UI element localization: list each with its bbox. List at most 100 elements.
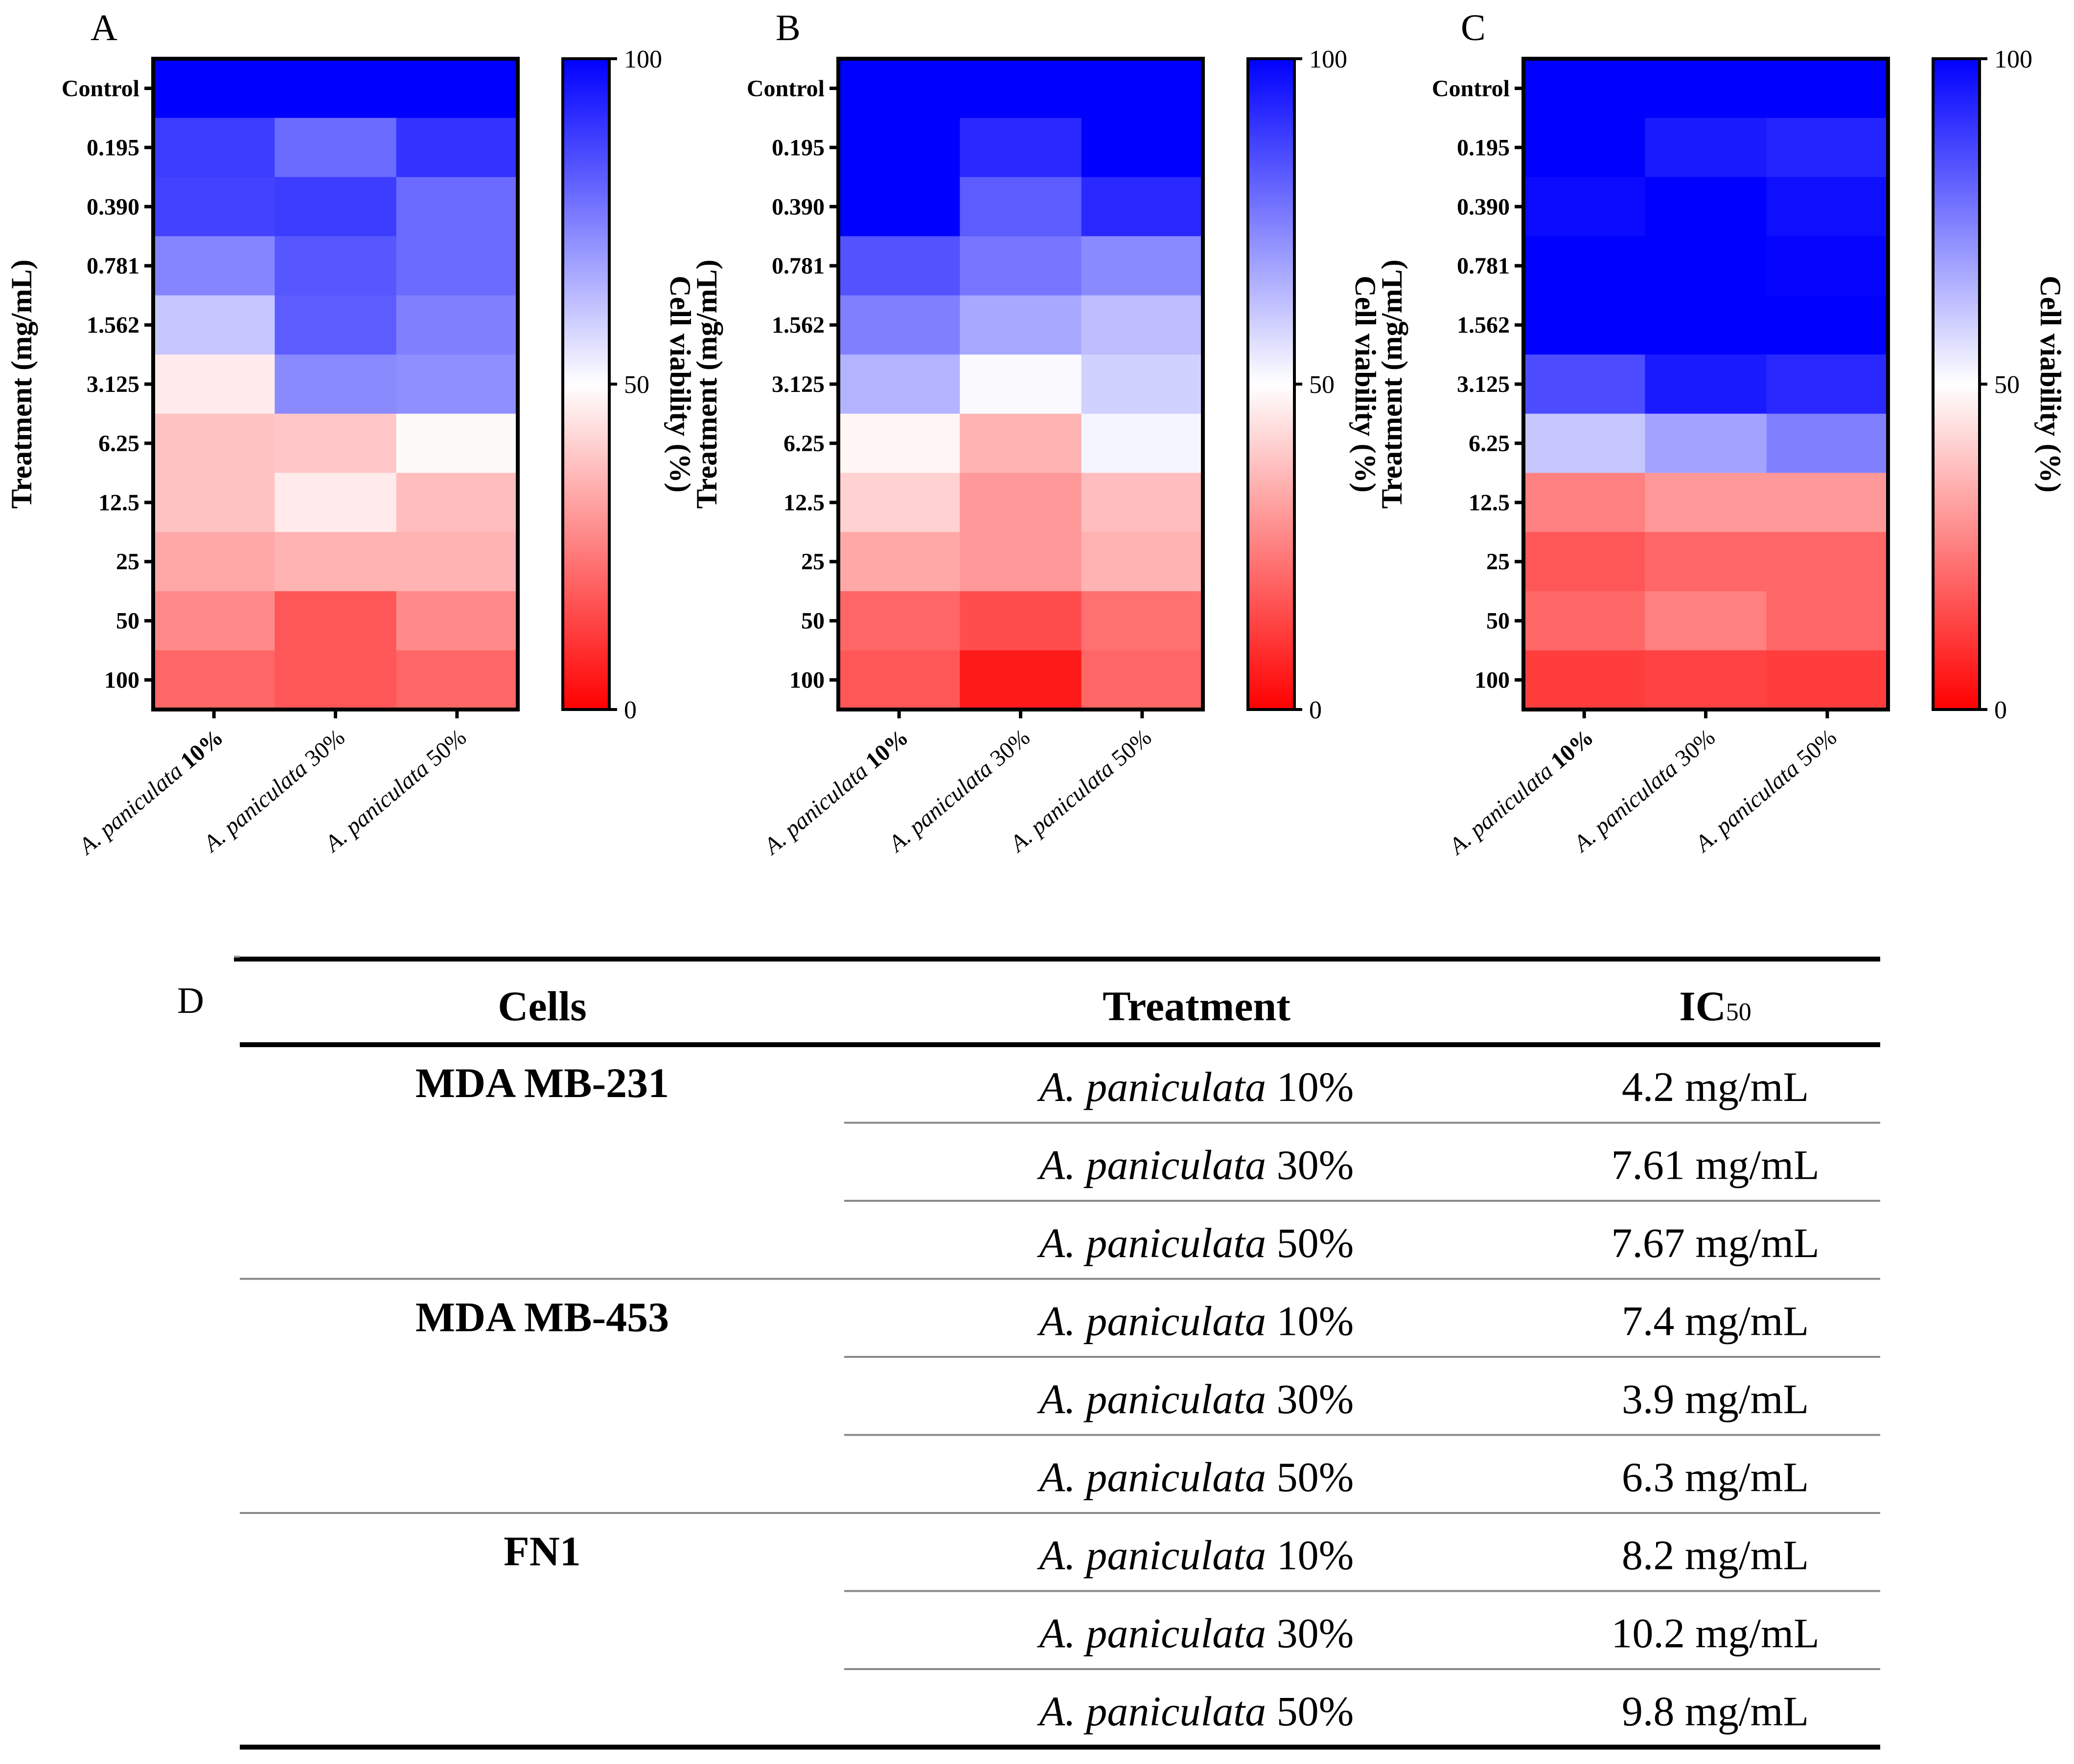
- heatmap-cell: [1645, 177, 1767, 237]
- header-ic50: IC50: [1679, 983, 1751, 1030]
- heatmap-cell: [1523, 295, 1645, 355]
- table-treatment: A. paniculata 10%: [1037, 1532, 1354, 1579]
- header-cells: Cells: [498, 983, 587, 1030]
- heatmap-cell: [1081, 117, 1203, 178]
- heatmap-cell: [1766, 295, 1889, 355]
- heatmap-cell: [275, 117, 397, 178]
- treatment-percent: 30%: [1277, 1610, 1354, 1657]
- table-cell-line: MDA MB-453: [415, 1294, 669, 1341]
- colorbar-title: Cell viability (%): [1349, 275, 1382, 492]
- heatmap-cell: [1645, 650, 1767, 710]
- heatmap-cell: [1081, 177, 1203, 237]
- heatmap-cell: [838, 59, 960, 118]
- heatmap-cell: [838, 236, 960, 296]
- treatment-percent: 10%: [1277, 1298, 1354, 1345]
- x-tick-label-species: A. paniculata: [1689, 752, 1809, 857]
- treatment-percent: 10%: [1277, 1532, 1354, 1579]
- heatmap-cell: [396, 650, 518, 710]
- table-treatment: A. paniculata 10%: [1037, 1298, 1354, 1345]
- treatment-species: A. paniculata: [1037, 1454, 1277, 1501]
- colorbar-tick-label: 0: [1994, 696, 2007, 724]
- heatmap-cell: [153, 59, 275, 118]
- y-tick-label: 100: [104, 667, 139, 693]
- heatmap-cell: [153, 650, 275, 710]
- heatmap-panel-a: A Control 0.195 0.390 0.781 1.562 3.125 6.25 12.…: [5, 7, 696, 860]
- treatment-percent: 30%: [1277, 1375, 1354, 1422]
- colorbar-tick-label: 0: [624, 696, 637, 724]
- heatmap-cell: [1081, 413, 1203, 473]
- table-ic50: 7.67 mg/mL: [1611, 1219, 1819, 1266]
- heatmap-cell: [1081, 650, 1203, 710]
- heatmap-cell: [153, 473, 275, 532]
- heatmap-panel-c: C Control 0.195 0.390 0.781 1.562 3.125 6.25 12.…: [1376, 7, 2067, 860]
- heatmap-cell: [1766, 236, 1889, 296]
- y-tick-label: 0.781: [1457, 253, 1510, 279]
- heatmap-cell: [396, 413, 518, 473]
- y-tick-label: 50: [801, 608, 825, 634]
- ic50-table: D Cells Treatment IC50 MDA MB-231 A. panicula…: [177, 956, 1880, 1750]
- y-tick-label: 1.562: [1457, 312, 1510, 338]
- treatment-species: A. paniculata: [1037, 1688, 1277, 1735]
- heatmap-cell: [275, 591, 397, 651]
- heatmap-cell: [153, 236, 275, 296]
- colorbar-tick-label: 100: [624, 46, 662, 73]
- heatmap-cell: [396, 117, 518, 178]
- y-tick-label: Control: [1432, 75, 1510, 101]
- treatment-species: A. paniculata: [1037, 1142, 1277, 1189]
- colorbar-tick-label: 0: [1309, 696, 1322, 724]
- x-tick-label-species: A. paniculata: [73, 755, 192, 860]
- heatmap-cell: [1523, 650, 1645, 710]
- table-cell-line: MDA MB-231: [415, 1059, 669, 1106]
- y-axis-title: Treatment (mg/mL): [691, 259, 723, 508]
- heatmap-cell: [396, 177, 518, 237]
- y-tick-label: 0.195: [87, 135, 139, 160]
- treatment-species: A. paniculata: [1037, 1532, 1277, 1579]
- heatmap-cell: [396, 59, 518, 118]
- heatmap-cell: [960, 236, 1082, 296]
- table-treatment: A. paniculata 30%: [1037, 1375, 1354, 1422]
- treatment-species: A. paniculata: [1037, 1219, 1277, 1266]
- table-treatment: A. paniculata 50%: [1037, 1688, 1354, 1735]
- table-ic50: 7.61 mg/mL: [1611, 1142, 1819, 1189]
- x-tick-label-species: A. paniculata: [1004, 752, 1124, 857]
- heatmap-cell: [275, 473, 397, 532]
- heatmap-cell: [1645, 354, 1767, 414]
- heatmap-cell: [153, 532, 275, 592]
- heatmap-cell: [1766, 591, 1889, 651]
- heatmap-cell: [1523, 117, 1645, 178]
- y-tick-label: 0.390: [87, 194, 139, 220]
- heatmap-cell: [960, 591, 1082, 651]
- treatment-species: A. paniculata: [1037, 1610, 1277, 1657]
- y-tick-label: 0.195: [772, 135, 825, 160]
- heatmap-cell: [1081, 591, 1203, 651]
- heatmap-cell: [1523, 177, 1645, 237]
- heatmap-cell: [1081, 354, 1203, 414]
- y-tick-label: 3.125: [772, 371, 825, 397]
- panel-letter: C: [1461, 7, 1486, 48]
- table-ic50: 4.2 mg/mL: [1622, 1063, 1809, 1110]
- y-tick-label: 3.125: [87, 371, 139, 397]
- heatmap-cell: [1523, 413, 1645, 473]
- heatmap-cell: [275, 650, 397, 710]
- header-ic50-main: IC: [1679, 983, 1726, 1030]
- heatmap-cell: [1523, 532, 1645, 592]
- table-treatment: A. paniculata 50%: [1037, 1219, 1354, 1266]
- heatmap-cell: [153, 354, 275, 414]
- y-tick-label: Control: [747, 75, 825, 101]
- treatment-species: A. paniculata: [1037, 1375, 1277, 1422]
- heatmap-cell: [275, 177, 397, 237]
- heatmap-cell: [1766, 354, 1889, 414]
- heatmap-cell: [1523, 59, 1645, 118]
- y-tick-label: 0.781: [772, 253, 825, 279]
- y-tick-label: 50: [116, 608, 139, 634]
- treatment-percent: 10%: [1277, 1063, 1354, 1110]
- y-tick-label: 6.25: [98, 431, 139, 457]
- heatmap-cell: [275, 236, 397, 296]
- treatment-species: A. paniculata: [1037, 1298, 1277, 1345]
- heatmap-cell: [1766, 59, 1889, 118]
- heatmap-cell: [838, 177, 960, 237]
- y-tick-label: 12.5: [1469, 490, 1510, 516]
- y-tick-label: 6.25: [784, 431, 825, 457]
- heatmap-cell: [153, 295, 275, 355]
